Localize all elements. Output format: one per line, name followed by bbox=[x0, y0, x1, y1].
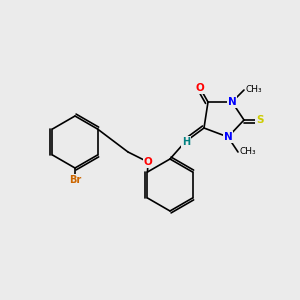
Text: H: H bbox=[182, 137, 190, 147]
Text: O: O bbox=[196, 83, 204, 93]
Text: CH₃: CH₃ bbox=[240, 148, 256, 157]
Text: Br: Br bbox=[69, 175, 81, 185]
Text: S: S bbox=[256, 115, 264, 125]
Text: O: O bbox=[144, 157, 152, 167]
Text: CH₃: CH₃ bbox=[246, 85, 262, 94]
Text: N: N bbox=[228, 97, 236, 107]
Text: N: N bbox=[224, 132, 232, 142]
